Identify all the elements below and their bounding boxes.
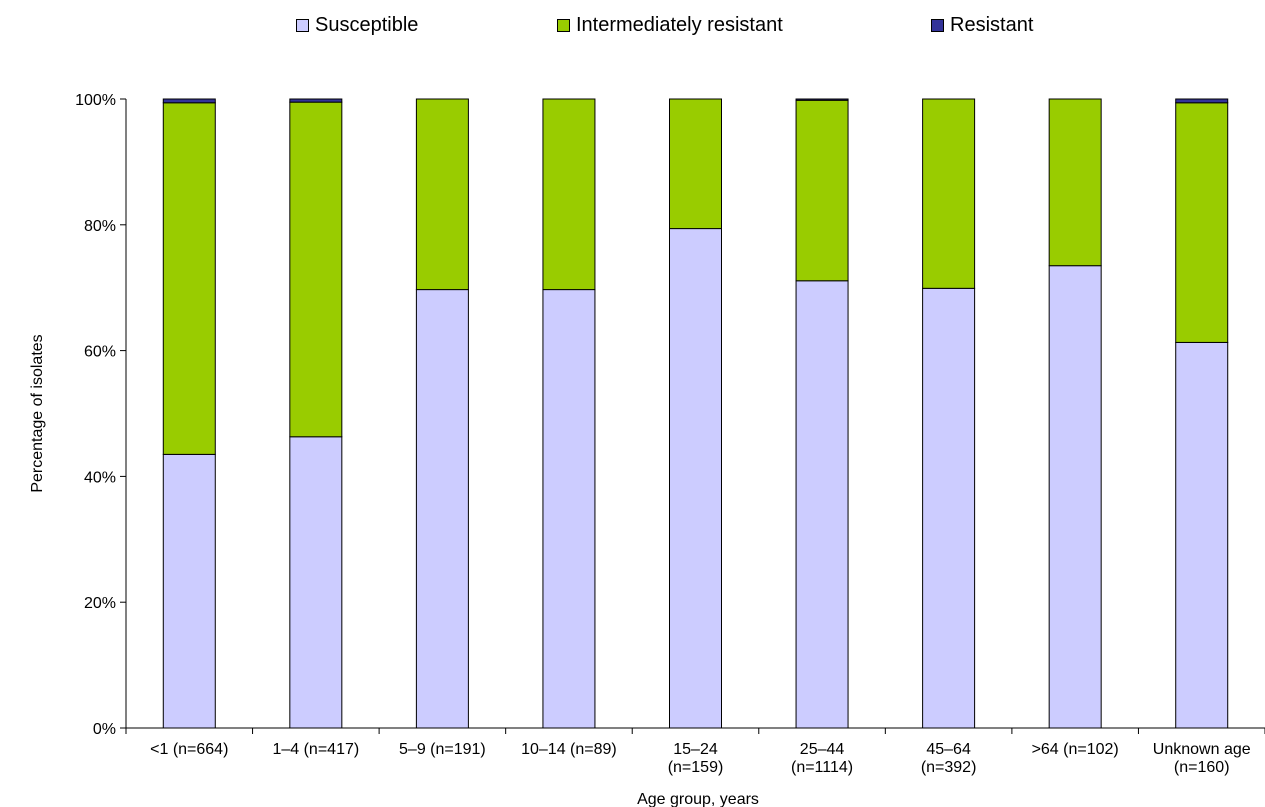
bar-intermediately-resistant: [162, 102, 216, 455]
bar-resistant: [795, 98, 849, 101]
y-tick-label: 60%: [84, 344, 116, 361]
legend-swatch-resistant: [931, 19, 944, 32]
x-tick-label: Unknown age: [1153, 741, 1251, 758]
x-tick-label: (n=1114): [791, 759, 853, 776]
bar-resistant: [162, 98, 216, 104]
x-tick-label: 5–9 (n=191): [399, 741, 486, 758]
x-tick-label: 10–14 (n=89): [521, 741, 617, 758]
bar-intermediately-resistant: [415, 98, 469, 291]
bar-intermediately-resistant: [922, 98, 976, 289]
bar-intermediately-resistant: [669, 98, 722, 230]
bar-susceptible: [795, 280, 849, 729]
y-tick-label: 20%: [84, 595, 116, 612]
x-axis-title: Age group, years: [637, 791, 759, 807]
bar-intermediately-resistant: [542, 98, 596, 291]
x-tick-label: (n=160): [1174, 759, 1230, 776]
bar-intermediately-resistant: [1048, 98, 1102, 267]
legend-item-susceptible: Susceptible: [296, 14, 418, 37]
bar-intermediately-resistant: [795, 99, 849, 282]
bar-susceptible: [922, 287, 976, 729]
x-tick-label: 25–44: [800, 741, 845, 758]
bar-susceptible: [669, 228, 722, 729]
legend-item-resistant: Resistant: [931, 14, 1033, 37]
y-tick-label: 40%: [84, 469, 116, 486]
bar-resistant: [1175, 98, 1229, 104]
x-tick-label: (n=392): [921, 759, 977, 776]
x-tick-label: <1 (n=664): [150, 741, 228, 758]
legend-label-intermediately-resistant: Intermediately resistant: [576, 14, 783, 36]
y-tick-label: 100%: [75, 92, 116, 109]
legend-label-susceptible: Susceptible: [315, 14, 419, 36]
bar-resistant: [289, 98, 343, 103]
bar-intermediately-resistant: [1175, 102, 1229, 343]
bar-susceptible: [542, 289, 596, 729]
legend-label-resistant: Resistant: [950, 14, 1034, 36]
legend-item-intermediately-resistant: Intermediately resistant: [557, 14, 783, 37]
x-tick-label: 15–24: [673, 741, 718, 758]
y-tick-label: 0%: [93, 721, 116, 738]
bar-susceptible: [162, 453, 216, 729]
y-tick-label: 80%: [84, 218, 116, 235]
legend: Susceptible Intermediately resistant Res…: [0, 14, 1265, 44]
x-tick-label: >64 (n=102): [1032, 741, 1119, 758]
x-tick-label: 45–64: [926, 741, 971, 758]
bar-susceptible: [1048, 265, 1102, 729]
x-tick-label: (n=159): [668, 759, 724, 776]
bar-susceptible: [289, 436, 343, 729]
y-axis-title: Percentage of isolates: [29, 334, 46, 492]
legend-swatch-susceptible: [296, 19, 309, 32]
x-tick-label: 1–4 (n=417): [272, 741, 359, 758]
bar-intermediately-resistant: [289, 101, 343, 438]
bar-susceptible: [1175, 341, 1229, 729]
legend-swatch-intermediately-resistant: [557, 19, 570, 32]
bar-susceptible: [415, 289, 469, 729]
